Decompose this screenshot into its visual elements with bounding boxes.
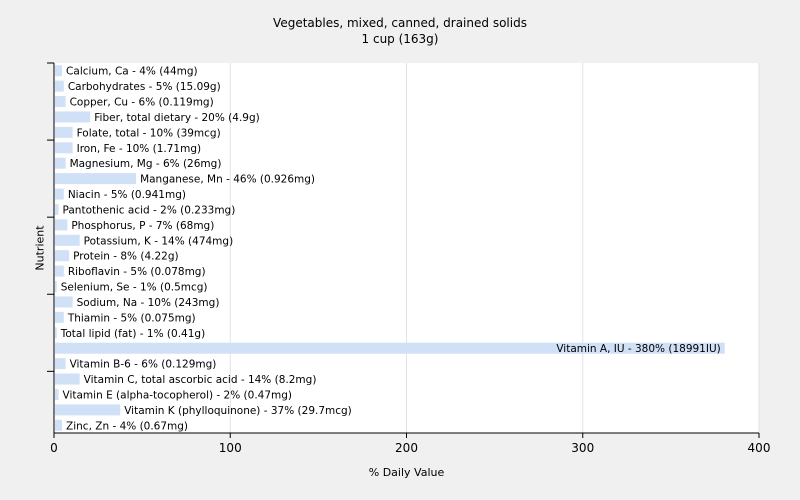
bar (55, 250, 70, 262)
bar (55, 373, 80, 385)
bar-label: Copper, Cu - 6% (0.119mg) (70, 97, 214, 109)
bar (55, 142, 73, 154)
bar (55, 358, 66, 370)
bar-label: Phosphorus, P - 7% (68mg) (71, 220, 214, 232)
bar-label: Manganese, Mn - 46% (0.926mg) (140, 174, 315, 186)
bar-labels: Calcium, Ca - 4% (44mg) Carbohydrates - 5… (60, 66, 721, 433)
bar (55, 265, 64, 277)
bar-label: Protein - 8% (4.22g) (73, 251, 179, 263)
bar-label: Vitamin C, total ascorbic acid - 14% (8.… (84, 374, 317, 386)
bar (55, 173, 137, 185)
bar-label: Sodium, Na - 10% (243mg) (77, 297, 220, 309)
bar (55, 404, 121, 416)
bar (55, 296, 73, 308)
bar (55, 157, 66, 169)
axes: 0 100 200 300 400 (47, 62, 771, 455)
chart-title: Vegetables, mixed, canned, drained solid… (273, 16, 527, 30)
bar (55, 311, 64, 323)
x-tick-label: 300 (571, 441, 594, 455)
bar (55, 388, 59, 400)
bar (55, 188, 64, 200)
bar-label: Carbohydrates - 5% (15.09g) (68, 81, 221, 93)
bar-label: Riboflavin - 5% (0.078mg) (68, 266, 206, 278)
bar (55, 126, 73, 138)
x-tick-label: 400 (748, 441, 771, 455)
bar-label: Vitamin K (phylloquinone) - 37% (29.7mcg… (124, 405, 352, 417)
bar-label: Vitamin E (alpha-tocopherol) - 2% (0.47m… (63, 389, 293, 401)
gridlines (54, 63, 760, 433)
bar (55, 234, 80, 246)
bar-label: Zinc, Zn - 4% (0.67mg) (66, 420, 188, 432)
bar-label: Total lipid (fat) - 1% (0.41g) (60, 328, 205, 340)
bar (55, 80, 64, 92)
bar-label: Iron, Fe - 10% (1.71mg) (77, 143, 201, 155)
bar (55, 65, 63, 77)
bar-label: Magnesium, Mg - 6% (26mg) (70, 158, 222, 170)
bar-label: Fiber, total dietary - 20% (4.9g) (94, 112, 259, 124)
bar-label: Calcium, Ca - 4% (44mg) (66, 66, 198, 78)
bar-label: Folate, total - 10% (39mcg) (77, 127, 221, 139)
x-tick-label: 0 (50, 441, 58, 455)
chart-subtitle: 1 cup (163g) (361, 32, 439, 46)
bar-label: Niacin - 5% (0.941mg) (68, 189, 186, 201)
bar-label: Vitamin B-6 - 6% (0.129mg) (70, 359, 217, 371)
bar-label: Pantothenic acid - 2% (0.233mg) (63, 204, 236, 216)
bar (55, 342, 725, 354)
bar (55, 327, 57, 339)
x-tick-label: 100 (219, 441, 242, 455)
bar (55, 96, 66, 108)
bar-label: Vitamin A, IU - 380% (18991IU) (556, 343, 720, 355)
bar (55, 203, 59, 215)
x-tick-label: 200 (395, 441, 418, 455)
bar (55, 219, 68, 231)
bar (55, 419, 63, 431)
bar (55, 281, 57, 293)
bar-label: Potassium, K - 14% (474mg) (84, 235, 234, 247)
x-axis-title: % Daily Value (368, 466, 445, 479)
bar-label: Thiamin - 5% (0.075mg) (67, 312, 196, 324)
bar-label: Selenium, Se - 1% (0.5mcg) (61, 282, 208, 294)
bar (55, 111, 91, 123)
bars (55, 65, 725, 431)
y-axis-title: Nutrient (33, 225, 47, 271)
